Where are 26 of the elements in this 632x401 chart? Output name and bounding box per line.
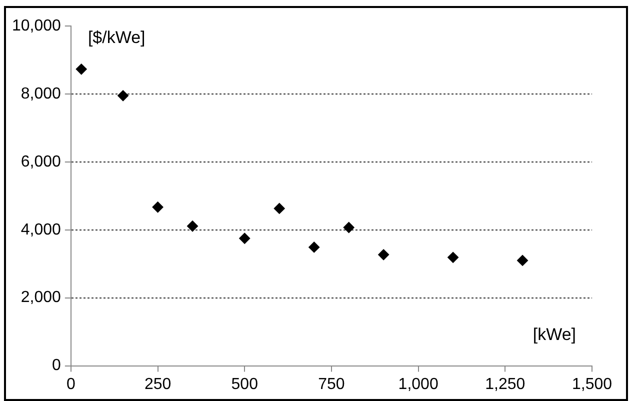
x-tick-label: 1,250 [485, 376, 526, 393]
y-tick-label: 4,000 [20, 221, 62, 238]
x-tick-label: 1,000 [398, 376, 438, 393]
x-tick-label: 1,500 [572, 376, 612, 393]
x-tick-label: 250 [144, 376, 172, 393]
x-tick-label: 500 [231, 376, 258, 393]
y-tick-label: 0 [52, 357, 62, 374]
x-tick-label: 750 [318, 376, 345, 393]
point [76, 64, 87, 75]
y-tick-label: 2,000 [20, 289, 62, 306]
point [187, 220, 198, 232]
x-tick-label: 0 [66, 376, 76, 393]
point [152, 202, 164, 213]
x-axis-title: [kWe] [532, 324, 576, 344]
point [448, 252, 459, 263]
y-tick-label: 10,000 [12, 17, 62, 34]
y-tick-label: 8,000 [20, 85, 62, 102]
point [517, 254, 528, 266]
point [118, 90, 129, 102]
y-axis-title: [$/kWe] [88, 28, 146, 48]
point [343, 222, 354, 233]
point [239, 232, 250, 244]
point [274, 202, 285, 214]
point [308, 242, 320, 253]
point [378, 249, 390, 260]
y-tick-label: 6,000 [20, 153, 62, 170]
